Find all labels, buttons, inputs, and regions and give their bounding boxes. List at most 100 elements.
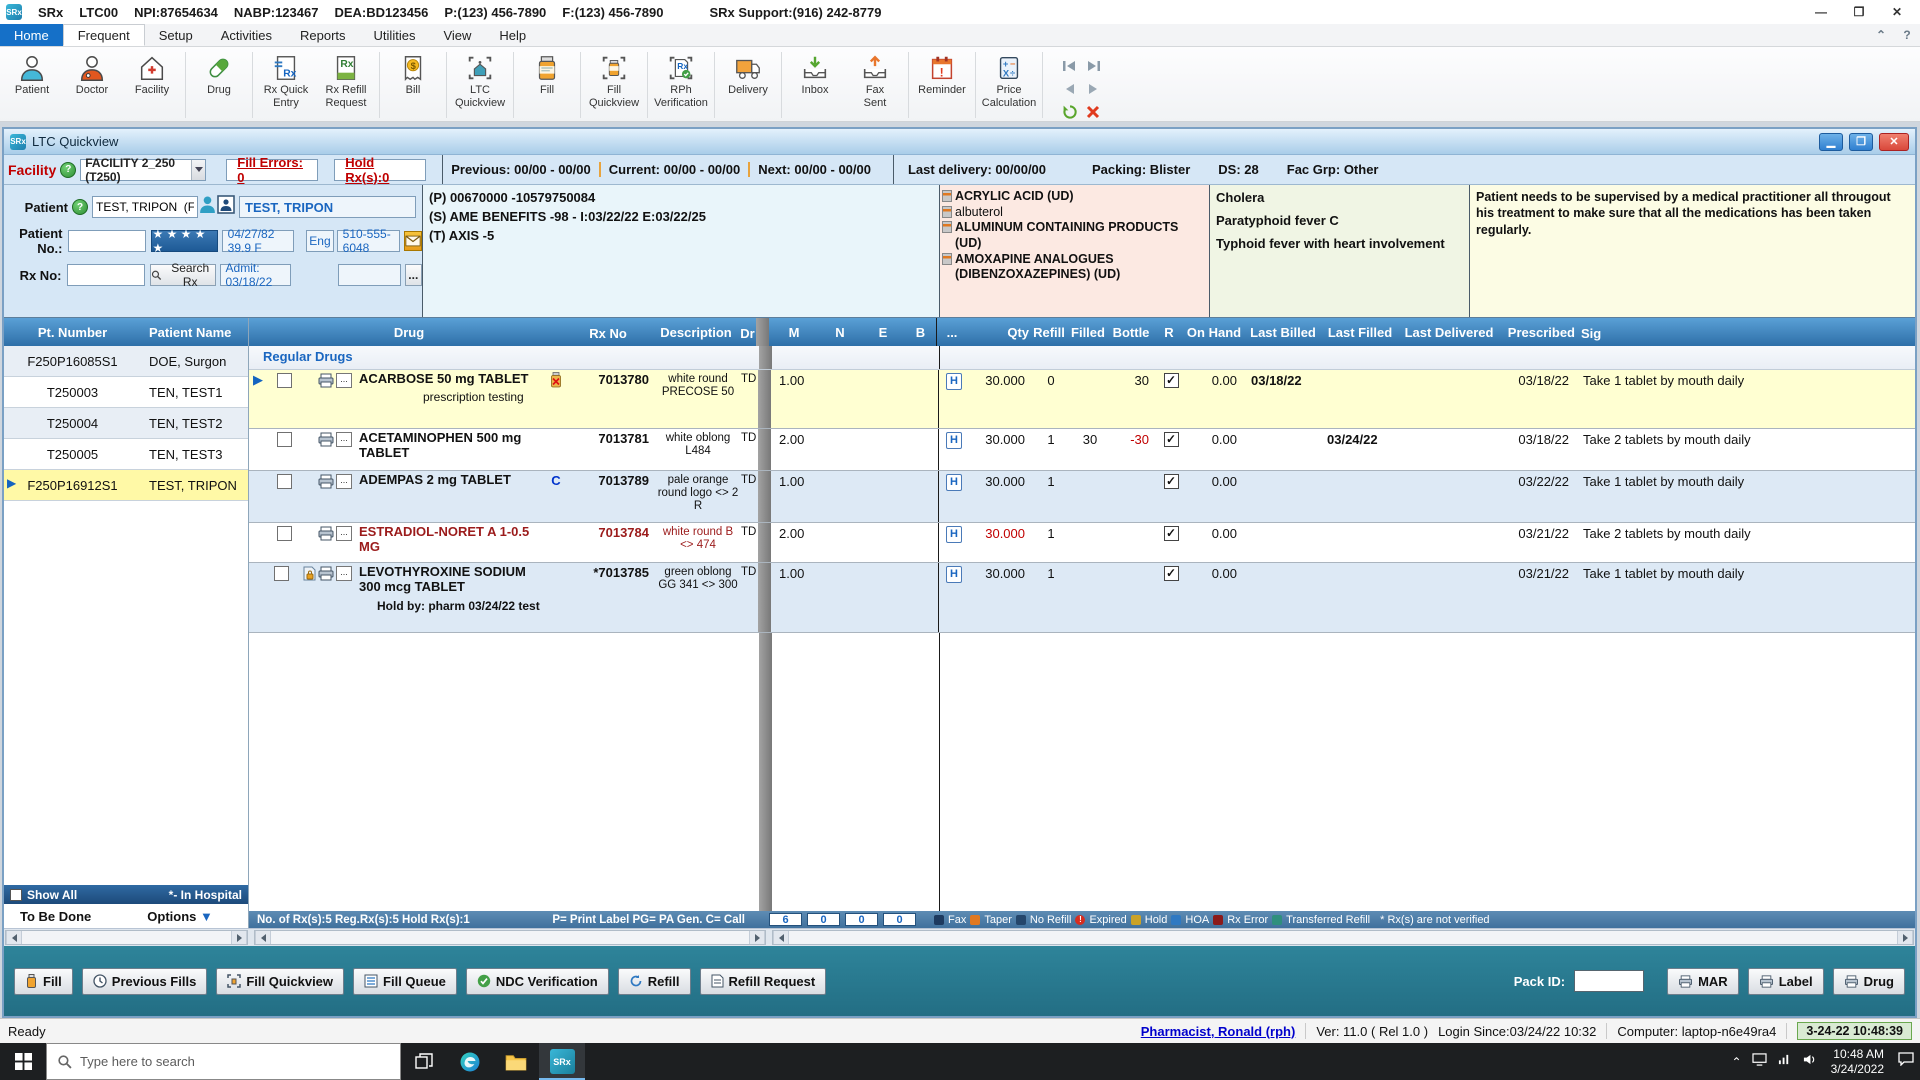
fill-quickview-button[interactable]: Fill Quickview xyxy=(216,967,345,995)
toolbar-patient-button[interactable]: Patient xyxy=(2,50,62,118)
menu-home[interactable]: Home xyxy=(0,24,63,46)
drug-left-hscrollbar[interactable] xyxy=(254,930,766,945)
r-column-header[interactable]: R xyxy=(1164,324,1174,340)
previous-fills-button[interactable]: Previous Fills xyxy=(81,967,208,995)
scroll-left-icon[interactable] xyxy=(6,931,22,944)
patient-lookup-icon[interactable] xyxy=(199,195,216,219)
verified-checkbox[interactable]: ✓ xyxy=(1163,373,1179,388)
task-view-button[interactable] xyxy=(401,1043,447,1080)
refill-request-button[interactable]: Refill Request xyxy=(699,967,827,995)
ndc-verification-button[interactable]: NDC Verification xyxy=(465,967,609,995)
hoa-icon[interactable]: H xyxy=(946,526,962,543)
toolbar-ltc-quickview-button[interactable]: LTC Quickview xyxy=(450,50,510,118)
row-more-icon[interactable]: ... xyxy=(336,432,352,447)
srx-app-button[interactable]: SRx xyxy=(539,1043,585,1080)
mar-button[interactable]: MAR xyxy=(1667,967,1739,995)
cancel-icon[interactable] xyxy=(1083,102,1103,122)
drug-button[interactable]: Drug xyxy=(1832,967,1905,995)
menu-help[interactable]: Help xyxy=(499,27,527,43)
tray-display-icon[interactable] xyxy=(1752,1052,1767,1071)
window-maximize-button[interactable]: ❐ xyxy=(1849,132,1873,151)
row-more-icon[interactable]: ... xyxy=(336,526,352,541)
last-delivered-column-header[interactable]: Last Delivered xyxy=(1404,324,1494,340)
facility-help-icon[interactable]: ? xyxy=(60,161,77,178)
facility-dropdown-icon[interactable] xyxy=(191,159,206,180)
hold-rx-link[interactable]: Hold Rx(s):0 xyxy=(334,155,427,185)
n-column-header[interactable]: N xyxy=(835,324,845,340)
toolbar-fill-button[interactable]: Fill xyxy=(517,50,577,118)
bottle-column-header[interactable]: Bottle xyxy=(1112,324,1150,340)
filled-column-header[interactable]: Filled xyxy=(1071,324,1105,340)
row-checkbox[interactable] xyxy=(276,373,292,388)
toolbar-price-calculation-button[interactable]: + − X ÷ Price Calculation xyxy=(979,50,1039,118)
verified-checkbox[interactable]: ✓ xyxy=(1163,566,1179,581)
label-button[interactable]: Label xyxy=(1747,967,1824,995)
print-icon[interactable] xyxy=(318,432,334,470)
scroll-right-icon[interactable] xyxy=(1897,931,1913,944)
scroll-left-icon[interactable] xyxy=(773,931,789,944)
fill-queue-button[interactable]: Fill Queue xyxy=(353,967,457,995)
print-icon[interactable] xyxy=(318,373,334,428)
dr-column-header[interactable]: Dr xyxy=(740,326,755,341)
to-be-done-label[interactable]: To Be Done xyxy=(20,908,92,924)
taskbar-search[interactable]: Type here to search xyxy=(46,1043,401,1080)
b-column-header[interactable]: B xyxy=(915,324,926,340)
more-options-button[interactable]: ... xyxy=(404,264,423,286)
drug-right-hscrollbar[interactable] xyxy=(772,930,1914,945)
fill-button[interactable]: Fill xyxy=(14,967,73,995)
toolbar-doctor-button[interactable]: Doctor xyxy=(62,50,122,118)
tray-chevron-icon[interactable]: ⌃ xyxy=(1731,1054,1742,1069)
patient-list-hscrollbar[interactable] xyxy=(5,930,248,945)
window-minimize-button[interactable]: ▁ xyxy=(1819,132,1843,151)
patient-search-input[interactable] xyxy=(92,196,198,218)
description-column-header[interactable]: Description xyxy=(660,325,732,341)
menu-reports[interactable]: Reports xyxy=(300,27,346,43)
start-button[interactable] xyxy=(0,1043,46,1080)
app-minimize-button[interactable]: — xyxy=(1815,5,1827,19)
rx-no-column-header[interactable]: Rx No xyxy=(589,325,627,341)
m-column-header[interactable]: M xyxy=(788,324,800,340)
row-more-icon[interactable]: ... xyxy=(336,566,352,581)
drug-row[interactable]: ... ACETAMINOPHEN 500 mg TABLET 7013781 … xyxy=(249,429,1915,471)
pharmacist-link[interactable]: Pharmacist, Ronald (rph) xyxy=(1140,1023,1296,1039)
hoa-icon[interactable]: H xyxy=(946,566,962,583)
help-icon[interactable]: ? xyxy=(1903,28,1911,42)
toolbar-facility-button[interactable]: Facility xyxy=(122,50,182,118)
toolbar-reminder-button[interactable]: ! Reminder xyxy=(912,50,972,118)
patient-no-input[interactable] xyxy=(68,230,147,252)
show-all-checkbox[interactable] xyxy=(10,888,22,901)
window-close-button[interactable]: ✕ xyxy=(1879,132,1909,151)
print-icon[interactable] xyxy=(318,474,334,522)
hoa-icon[interactable]: H xyxy=(946,432,962,449)
file-explorer-button[interactable] xyxy=(493,1043,539,1080)
scroll-left-icon[interactable] xyxy=(255,931,271,944)
verified-checkbox[interactable]: ✓ xyxy=(1163,474,1179,489)
nav-previous-icon[interactable] xyxy=(1060,79,1080,99)
nav-first-icon[interactable] xyxy=(1060,56,1080,76)
patient-row[interactable]: F250P16085S1 DOE, Surgon xyxy=(4,346,248,377)
app-close-button[interactable]: ✕ xyxy=(1891,5,1903,19)
message-envelope-icon[interactable] xyxy=(404,231,422,251)
verified-checkbox[interactable]: ✓ xyxy=(1163,526,1179,541)
scroll-right-icon[interactable] xyxy=(231,931,247,944)
fill-errors-link[interactable]: Fill Errors: 0 xyxy=(226,155,319,185)
sig-column-header[interactable]: Sig xyxy=(1581,326,1602,341)
row-checkbox[interactable] xyxy=(276,432,292,447)
refresh-icon[interactable] xyxy=(1060,102,1080,122)
toolbar-inbox-button[interactable]: Inbox xyxy=(785,50,845,118)
scroll-right-icon[interactable] xyxy=(749,931,765,944)
column-splitter[interactable] xyxy=(756,318,769,346)
patient-help-icon[interactable]: ? xyxy=(72,199,88,215)
drug-row[interactable]: ▶ ... ACARBOSE 50 mg TABLET prescription… xyxy=(249,370,1915,429)
app-maximize-button[interactable]: ❒ xyxy=(1853,5,1865,19)
toolbar-drug-button[interactable]: Drug xyxy=(189,50,249,118)
options-button[interactable]: Options ▼ xyxy=(147,908,213,924)
refill-button[interactable]: Refill xyxy=(617,967,691,995)
refill-column-header[interactable]: Refill xyxy=(1033,324,1065,340)
toolbar-fax-sent-button[interactable]: Fax Sent xyxy=(845,50,905,118)
drug-column-header[interactable]: Drug xyxy=(393,324,425,340)
drug-row[interactable]: ... ESTRADIOL-NORET A 1-0.5 MG 7013784 w… xyxy=(249,523,1915,563)
e-column-header[interactable]: E xyxy=(878,324,888,340)
toolbar-fill-quickview-button[interactable]: Fill Quickview xyxy=(584,50,644,118)
action-center-icon[interactable] xyxy=(1898,1052,1914,1071)
